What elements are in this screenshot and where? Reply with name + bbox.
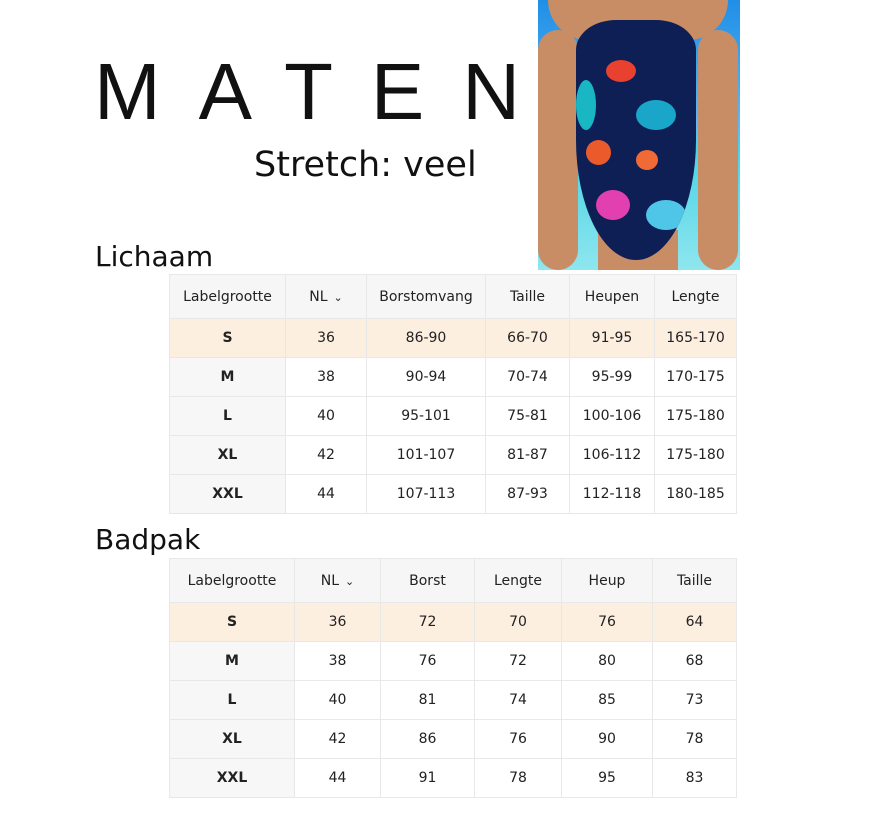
- chevron-down-icon[interactable]: ⌄: [333, 290, 343, 304]
- table-cell: 85: [561, 680, 653, 720]
- table-row: S 36 72 70 76 64: [169, 602, 737, 642]
- table-row: XXL 44 91 78 95 83: [169, 758, 737, 798]
- table-cell: 76: [561, 602, 653, 642]
- table-cell: 87-93: [485, 474, 570, 514]
- column-header-nl[interactable]: NL ⌄: [285, 274, 367, 319]
- column-header: Lengte: [474, 558, 562, 603]
- table-cell: 78: [474, 758, 562, 798]
- table-cell: 72: [474, 641, 562, 681]
- size-label-cell: S: [169, 318, 286, 358]
- table-cell: 68: [652, 641, 737, 681]
- table-cell: 86-90: [366, 318, 486, 358]
- table-cell: 40: [294, 680, 381, 720]
- swimsuit-size-table: Labelgrootte NL ⌄ Borst Lengte Heup Taill…: [169, 558, 737, 798]
- column-header: Borst: [380, 558, 475, 603]
- table-cell: 175-180: [654, 396, 737, 436]
- table-cell: 78: [652, 719, 737, 759]
- table-cell: 86: [380, 719, 475, 759]
- table-cell: 81-87: [485, 435, 570, 475]
- table-cell: 44: [285, 474, 367, 514]
- table-cell: 81: [380, 680, 475, 720]
- column-header: Heupen: [569, 274, 655, 319]
- column-header: Taille: [485, 274, 570, 319]
- column-header: Labelgrootte: [169, 274, 286, 319]
- size-label-cell: XXL: [169, 758, 295, 798]
- column-header-nl[interactable]: NL ⌄: [294, 558, 381, 603]
- table-row: XL 42 101-107 81-87 106-112 175-180: [169, 435, 737, 475]
- column-header: Labelgrootte: [169, 558, 295, 603]
- column-header: Borstomvang: [366, 274, 486, 319]
- table-cell: 36: [294, 602, 381, 642]
- table-cell: 42: [294, 719, 381, 759]
- product-photo-swimsuit: [538, 0, 740, 270]
- table-cell: 95-99: [569, 357, 655, 397]
- table-cell: 100-106: [569, 396, 655, 436]
- table-cell: 106-112: [569, 435, 655, 475]
- section-heading-badpak: Badpak: [95, 523, 201, 556]
- body-size-table: Labelgrootte NL ⌄ Borstomvang Taille Heup…: [169, 274, 737, 514]
- table-cell: 38: [294, 641, 381, 681]
- table-cell: 40: [285, 396, 367, 436]
- chevron-down-icon[interactable]: ⌄: [345, 574, 355, 588]
- section-heading-lichaam: Lichaam: [95, 240, 214, 273]
- table-cell: 72: [380, 602, 475, 642]
- table-cell: 107-113: [366, 474, 486, 514]
- table-cell: 42: [285, 435, 367, 475]
- table-row: L 40 95-101 75-81 100-106 175-180: [169, 396, 737, 436]
- table-cell: 64: [652, 602, 737, 642]
- table-header-row: Labelgrootte NL ⌄ Borst Lengte Heup Taill…: [169, 558, 737, 603]
- table-cell: 70: [474, 602, 562, 642]
- table-cell: 73: [652, 680, 737, 720]
- table-cell: 112-118: [569, 474, 655, 514]
- table-cell: 74: [474, 680, 562, 720]
- size-label-cell: M: [169, 641, 295, 681]
- table-cell: 70-74: [485, 357, 570, 397]
- table-cell: 90: [561, 719, 653, 759]
- table-cell: 66-70: [485, 318, 570, 358]
- table-cell: 75-81: [485, 396, 570, 436]
- table-row: S 36 86-90 66-70 91-95 165-170: [169, 318, 737, 358]
- table-cell: 91-95: [569, 318, 655, 358]
- size-label-cell: XL: [169, 435, 286, 475]
- table-cell: 170-175: [654, 357, 737, 397]
- size-label-cell: XL: [169, 719, 295, 759]
- stretch-label: Stretch: veel: [254, 145, 477, 185]
- size-label-cell: L: [169, 680, 295, 720]
- size-label-cell: XXL: [169, 474, 286, 514]
- table-row: XL 42 86 76 90 78: [169, 719, 737, 759]
- size-label-cell: S: [169, 602, 295, 642]
- table-row: M 38 90-94 70-74 95-99 170-175: [169, 357, 737, 397]
- table-row: M 38 76 72 80 68: [169, 641, 737, 681]
- column-header: Heup: [561, 558, 653, 603]
- table-cell: 80: [561, 641, 653, 681]
- table-cell: 95-101: [366, 396, 486, 436]
- table-cell: 44: [294, 758, 381, 798]
- table-cell: 76: [474, 719, 562, 759]
- table-row: XXL 44 107-113 87-93 112-118 180-185: [169, 474, 737, 514]
- table-row: L 40 81 74 85 73: [169, 680, 737, 720]
- table-header-row: Labelgrootte NL ⌄ Borstomvang Taille Heup…: [169, 274, 737, 319]
- table-cell: 91: [380, 758, 475, 798]
- column-header: Lengte: [654, 274, 737, 319]
- table-cell: 38: [285, 357, 367, 397]
- size-label-cell: L: [169, 396, 286, 436]
- table-cell: 83: [652, 758, 737, 798]
- table-cell: 180-185: [654, 474, 737, 514]
- table-cell: 101-107: [366, 435, 486, 475]
- table-cell: 76: [380, 641, 475, 681]
- size-label-cell: M: [169, 357, 286, 397]
- table-cell: 95: [561, 758, 653, 798]
- table-cell: 36: [285, 318, 367, 358]
- table-cell: 90-94: [366, 357, 486, 397]
- page-title: MATEN: [94, 47, 559, 136]
- table-cell: 175-180: [654, 435, 737, 475]
- column-header: Taille: [652, 558, 737, 603]
- table-cell: 165-170: [654, 318, 737, 358]
